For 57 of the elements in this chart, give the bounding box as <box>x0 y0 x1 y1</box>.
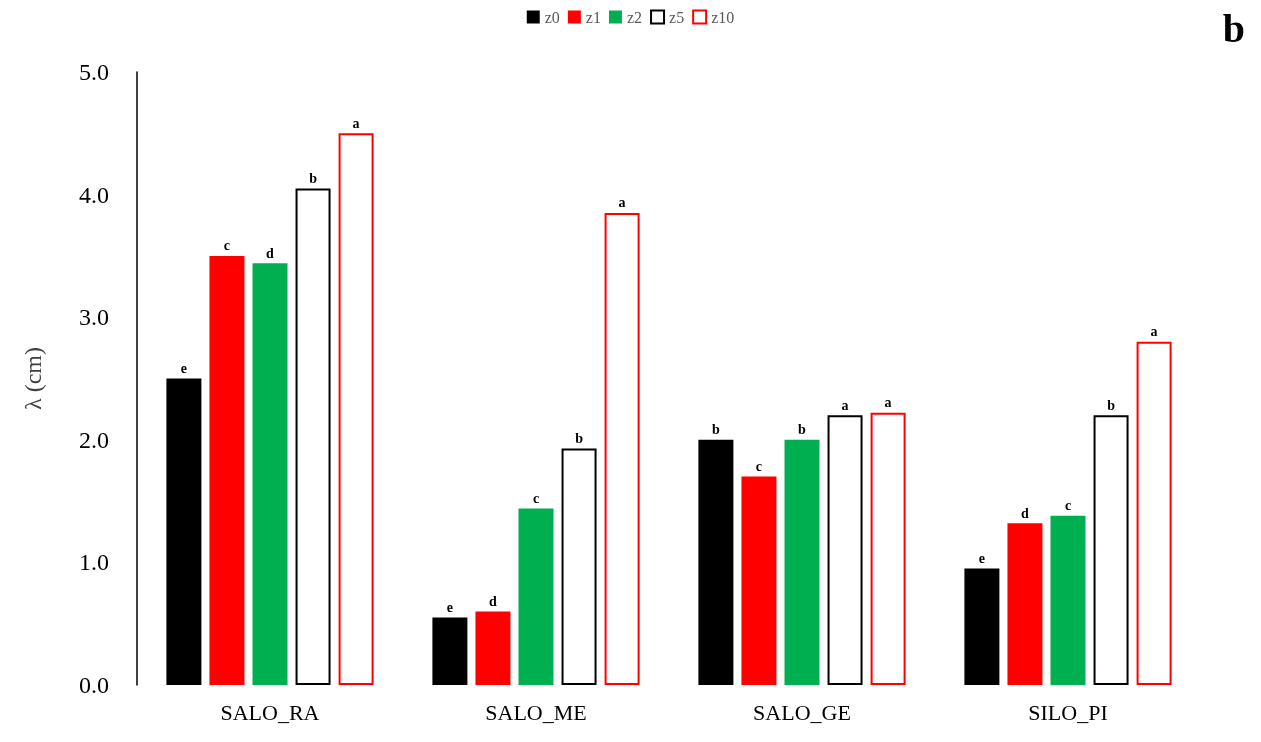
y-axis-title: λ (cm) <box>20 347 46 410</box>
data-label: b <box>575 430 584 446</box>
data-label: a <box>1150 324 1158 340</box>
bar <box>1007 523 1043 685</box>
data-label: c <box>532 490 540 506</box>
bar <box>518 508 554 685</box>
x-tick-label: SALO_RA <box>220 699 320 725</box>
y-tick-label: 5.0 <box>79 59 109 85</box>
data-label: a <box>352 115 360 131</box>
bar <box>561 448 597 685</box>
x-tick-label: SALO_GE <box>753 699 851 725</box>
bar <box>741 476 777 685</box>
bar <box>784 439 820 685</box>
data-label: d <box>489 593 498 609</box>
data-label: a <box>884 395 892 411</box>
y-tick-label: 2.0 <box>79 426 109 453</box>
data-label: b <box>798 422 807 438</box>
data-label: b <box>309 170 318 186</box>
bar <box>295 188 331 685</box>
bar <box>827 415 863 685</box>
data-label: a <box>841 397 849 413</box>
bar <box>698 439 734 685</box>
y-tick-label: 0.0 <box>79 672 109 698</box>
bar <box>166 378 202 685</box>
bar <box>1050 515 1086 685</box>
legend-label: z10 <box>711 8 735 26</box>
x-tick-label: SILO_PI <box>1028 699 1108 725</box>
data-label: c <box>755 459 763 475</box>
bar <box>252 263 288 685</box>
x-tick-label: SALO_ME <box>485 699 587 725</box>
text: b <box>1222 5 1245 51</box>
bar <box>1136 341 1172 685</box>
y-tick-label: 4.0 <box>79 181 109 208</box>
data-label: e <box>446 600 454 616</box>
data-label: c <box>1064 498 1072 514</box>
bar <box>209 255 245 685</box>
data-label: b <box>1107 397 1116 413</box>
y-tick-label: 3.0 <box>79 304 109 331</box>
data-label: d <box>1021 505 1030 521</box>
bar <box>1093 415 1129 685</box>
bar <box>604 212 640 685</box>
legend-label: z0 <box>544 8 560 26</box>
data-label: d <box>266 245 275 261</box>
data-label: a <box>618 195 626 211</box>
legend-label: z1 <box>585 8 601 26</box>
bar <box>964 568 1000 685</box>
y-tick-label: 1.0 <box>79 549 109 576</box>
bar <box>475 611 511 685</box>
legend-label: z5 <box>669 8 685 26</box>
data-label: e <box>180 361 188 376</box>
data-label: c <box>223 238 231 254</box>
data-label: e <box>978 551 986 567</box>
legend-label: z2 <box>626 8 643 26</box>
data-label: b <box>712 422 720 438</box>
bar <box>432 617 468 685</box>
bar <box>338 133 374 685</box>
bar <box>870 412 906 685</box>
